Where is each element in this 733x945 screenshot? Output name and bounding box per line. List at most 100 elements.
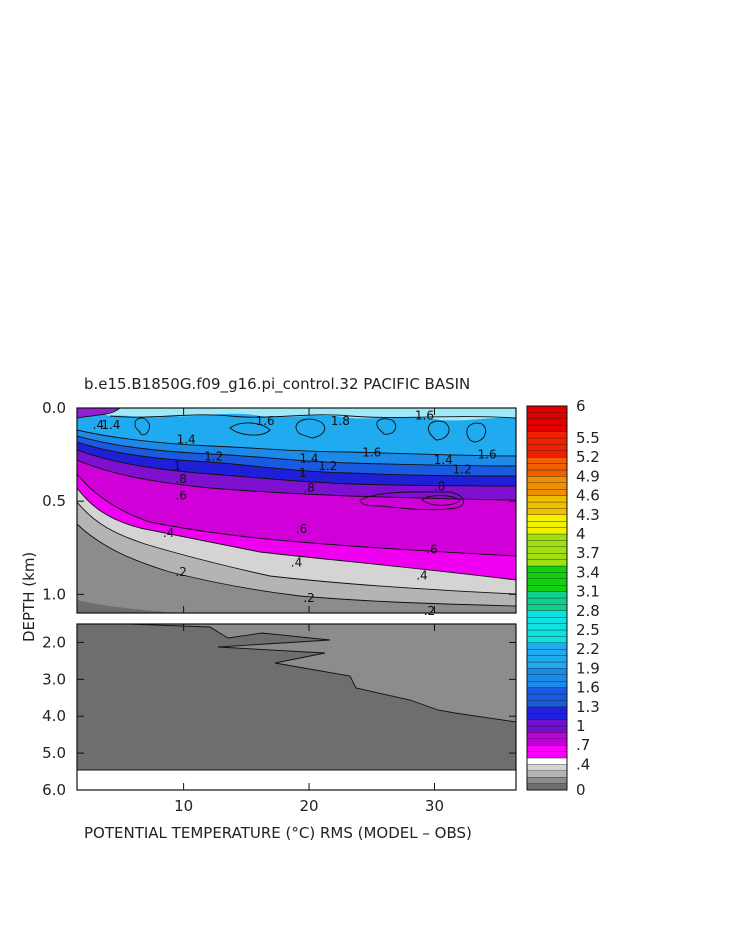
x-tick-label: 20	[299, 797, 318, 815]
contour-line	[428, 420, 450, 441]
contour-label: 1.6	[415, 408, 434, 422]
colorbar-swatch	[526, 700, 568, 707]
contour-label: .2	[175, 565, 186, 579]
contour-line	[77, 449, 516, 487]
colorbar-swatch	[526, 463, 568, 471]
contour-line	[376, 418, 397, 435]
colorbar-swatch	[526, 642, 568, 650]
upper-contour-lines	[77, 408, 516, 607]
contour-label: .8	[175, 472, 186, 486]
contour-line	[77, 429, 516, 457]
contour-label: .6	[296, 522, 307, 536]
contour-line	[109, 414, 516, 419]
colorbar-swatch	[526, 553, 568, 560]
colorbar-swatch	[526, 546, 568, 554]
surface-purple	[77, 408, 120, 418]
colorbar: 6 5.55.24.9 4.64.343.73.4 3.12.82.52.21.9 1.…	[526, 397, 600, 799]
colorbar-swatch	[526, 521, 568, 528]
colorbar-swatch	[526, 604, 568, 611]
contour-label: .2	[303, 591, 314, 605]
colorbar-swatch	[526, 412, 568, 419]
contour-label: .8	[303, 481, 314, 495]
colorbar-swatch	[526, 405, 568, 413]
contour-line	[466, 422, 487, 443]
lower-panel-fills	[77, 624, 516, 790]
colorbar-swatch	[526, 770, 568, 778]
colorbar-swatch	[526, 777, 568, 784]
y-axis-label: DEPTH (km)	[20, 552, 38, 642]
axis-ticks: 10 20 30 0.0 0.5 1.0 2.0 3.0 4.0 5.0 6.0	[42, 399, 516, 815]
colorbar-swatch	[526, 617, 568, 624]
colorbar-swatch	[526, 636, 568, 643]
colorbar-swatch	[526, 674, 568, 682]
contour-label: .4	[163, 526, 174, 540]
contour-label: 1.4	[434, 453, 453, 467]
lower-gray-region	[128, 624, 516, 722]
colorbar-swatch	[526, 649, 568, 656]
colorbar-swatch	[526, 655, 568, 663]
contour-label: .4	[291, 556, 302, 570]
colorbar-label: 1	[576, 717, 586, 735]
colorbar-swatch	[526, 489, 568, 496]
contour-label: 1.2	[318, 459, 337, 473]
no-data-region	[77, 770, 516, 790]
colorbar-swatch	[526, 482, 568, 490]
colorbar-swatch	[526, 444, 568, 451]
colorbar-label: 1.6	[576, 679, 600, 697]
contour-line	[295, 418, 326, 439]
chart-title: b.e15.B1850G.f09_g16.pi_control.32 PACIF…	[84, 375, 470, 394]
colorbar-swatch	[526, 610, 568, 618]
contour-label: 1.4	[299, 451, 318, 465]
colorbar-swatch	[526, 501, 568, 509]
contour-line	[229, 422, 271, 436]
colorbar-swatch	[526, 745, 568, 752]
contour-line	[359, 491, 464, 511]
contour-label: .6	[426, 543, 437, 557]
y-tick-label: 2.0	[42, 633, 66, 651]
contour-line	[77, 523, 516, 607]
colorbar-swatch	[526, 572, 568, 579]
colorbar-swatch	[526, 668, 568, 675]
contour-line	[77, 459, 516, 501]
upper-panel-frame	[76, 407, 517, 614]
colorbar-swatch	[526, 508, 568, 515]
colorbar-label: 0	[576, 781, 586, 799]
lower-contour	[127, 624, 516, 723]
colorbar-label: 4	[576, 525, 586, 543]
contour-line	[77, 473, 516, 557]
colorbar-swatch	[526, 585, 568, 592]
band-0-2	[77, 524, 516, 613]
colorbar-swatch	[526, 533, 568, 541]
colorbar-label: .4	[576, 755, 590, 773]
y-tick-label: 0.0	[42, 399, 66, 417]
colorbar-label: 6	[576, 397, 586, 415]
colorbar-swatch	[526, 681, 568, 688]
colorbar-swatch	[526, 450, 568, 458]
colorbar-swatch	[526, 719, 568, 727]
colorbar-swatch	[526, 629, 568, 637]
upper-panel-fills	[77, 408, 516, 613]
contour-label: .6	[175, 489, 186, 503]
colorbar-swatch	[526, 693, 568, 701]
colorbar-swatch	[526, 687, 568, 695]
colorbar-swatch	[526, 527, 568, 535]
colorbar-swatch	[526, 495, 568, 503]
colorbar-label: 2.8	[576, 602, 600, 620]
contour-line	[134, 417, 150, 436]
x-tick-label: 30	[425, 797, 444, 815]
colorbar-swatch	[526, 597, 568, 605]
colorbar-label: 3.4	[576, 563, 600, 581]
colorbar-label: 1.3	[576, 698, 600, 716]
colorbar-swatch	[526, 565, 568, 573]
colorbar-swatch	[526, 559, 568, 567]
contour-label: 1.4	[177, 433, 196, 447]
contour-label: 1.2	[204, 449, 223, 463]
contour-label: 1	[174, 459, 182, 473]
contour-label: .4	[93, 418, 104, 432]
contour-label: 1.8	[331, 414, 350, 428]
contour-label: 1.6	[362, 446, 381, 460]
contour-labels: 1.61.81.61.6 1.61.41.4 1.41.21.2 1.211.8.8.…	[93, 408, 497, 618]
colorbar-label: 3.7	[576, 544, 600, 562]
colorbar-label: .7	[576, 736, 590, 754]
